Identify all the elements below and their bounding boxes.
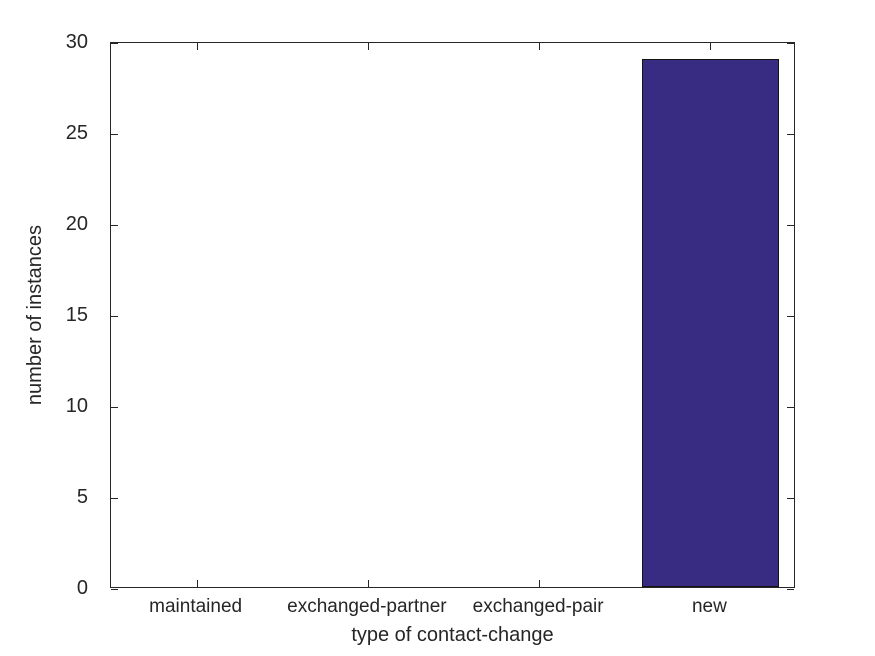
x-tick-label: exchanged-pair xyxy=(472,596,604,617)
y-tick-mark xyxy=(111,498,118,499)
y-tick-mark xyxy=(787,589,794,590)
x-tick-mark xyxy=(539,43,541,50)
y-tick-label: 10 xyxy=(65,395,88,417)
bar xyxy=(641,59,779,587)
x-tick-mark xyxy=(367,43,369,50)
x-tick-mark xyxy=(710,43,712,50)
x-tick-mark xyxy=(539,580,541,587)
y-tick-mark xyxy=(111,589,118,590)
y-tick-mark xyxy=(111,134,118,135)
y-tick-mark xyxy=(787,43,794,44)
y-tick-mark xyxy=(111,225,118,226)
y-tick-mark xyxy=(111,43,118,44)
y-tick-mark xyxy=(787,225,794,226)
y-tick-mark xyxy=(787,498,794,499)
y-tick-label: 5 xyxy=(76,486,88,508)
y-tick-mark xyxy=(111,316,118,317)
x-tick-mark xyxy=(196,43,198,50)
y-tick-mark xyxy=(111,407,118,408)
x-tick-label: new xyxy=(691,596,727,617)
x-tick-label: maintained xyxy=(149,596,243,617)
y-tick-label: 25 xyxy=(65,122,88,144)
y-tick-mark xyxy=(787,316,794,317)
y-tick-label: 30 xyxy=(65,31,88,53)
y-tick-label: 20 xyxy=(65,213,88,235)
y-tick-label: 15 xyxy=(65,304,88,326)
plot-area xyxy=(110,42,795,590)
y-tick-label: 0 xyxy=(76,577,88,599)
y-tick-mark xyxy=(787,407,794,408)
y-tick-mark xyxy=(787,134,794,135)
x-axis-title: type of contact-change xyxy=(351,624,554,646)
x-tick-mark xyxy=(196,580,198,587)
x-tick-label: exchanged-partner xyxy=(287,596,447,617)
x-tick-mark xyxy=(367,580,369,587)
